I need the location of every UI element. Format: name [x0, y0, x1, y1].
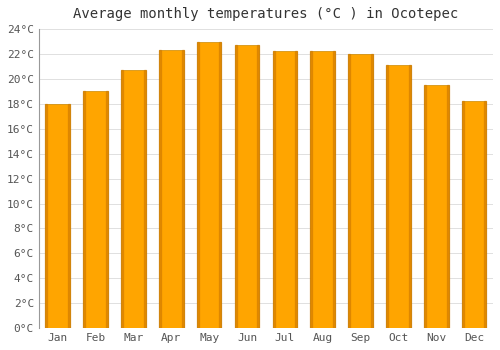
Bar	[310, 51, 312, 328]
Bar	[333, 51, 335, 328]
Bar	[424, 85, 448, 328]
Bar	[106, 91, 108, 328]
Bar	[386, 65, 388, 328]
Bar	[197, 42, 222, 328]
Bar	[159, 50, 184, 328]
Bar	[121, 70, 146, 328]
Bar	[182, 50, 184, 328]
Bar	[462, 102, 464, 328]
Bar	[446, 85, 448, 328]
Bar	[272, 51, 274, 328]
Bar	[234, 45, 260, 328]
Bar	[258, 45, 260, 328]
Bar	[386, 65, 410, 328]
Bar	[220, 42, 222, 328]
Bar	[46, 104, 48, 328]
Bar	[121, 70, 123, 328]
Bar	[371, 54, 373, 328]
Bar	[310, 51, 335, 328]
Bar	[46, 104, 70, 328]
Title: Average monthly temperatures (°C ) in Ocotepec: Average monthly temperatures (°C ) in Oc…	[74, 7, 458, 21]
Bar	[144, 70, 146, 328]
Bar	[234, 45, 236, 328]
Bar	[462, 102, 486, 328]
Bar	[84, 91, 86, 328]
Bar	[348, 54, 350, 328]
Bar	[272, 51, 297, 328]
Bar	[159, 50, 161, 328]
Bar	[409, 65, 410, 328]
Bar	[424, 85, 426, 328]
Bar	[348, 54, 373, 328]
Bar	[68, 104, 70, 328]
Bar	[197, 42, 199, 328]
Bar	[295, 51, 297, 328]
Bar	[84, 91, 108, 328]
Bar	[484, 102, 486, 328]
